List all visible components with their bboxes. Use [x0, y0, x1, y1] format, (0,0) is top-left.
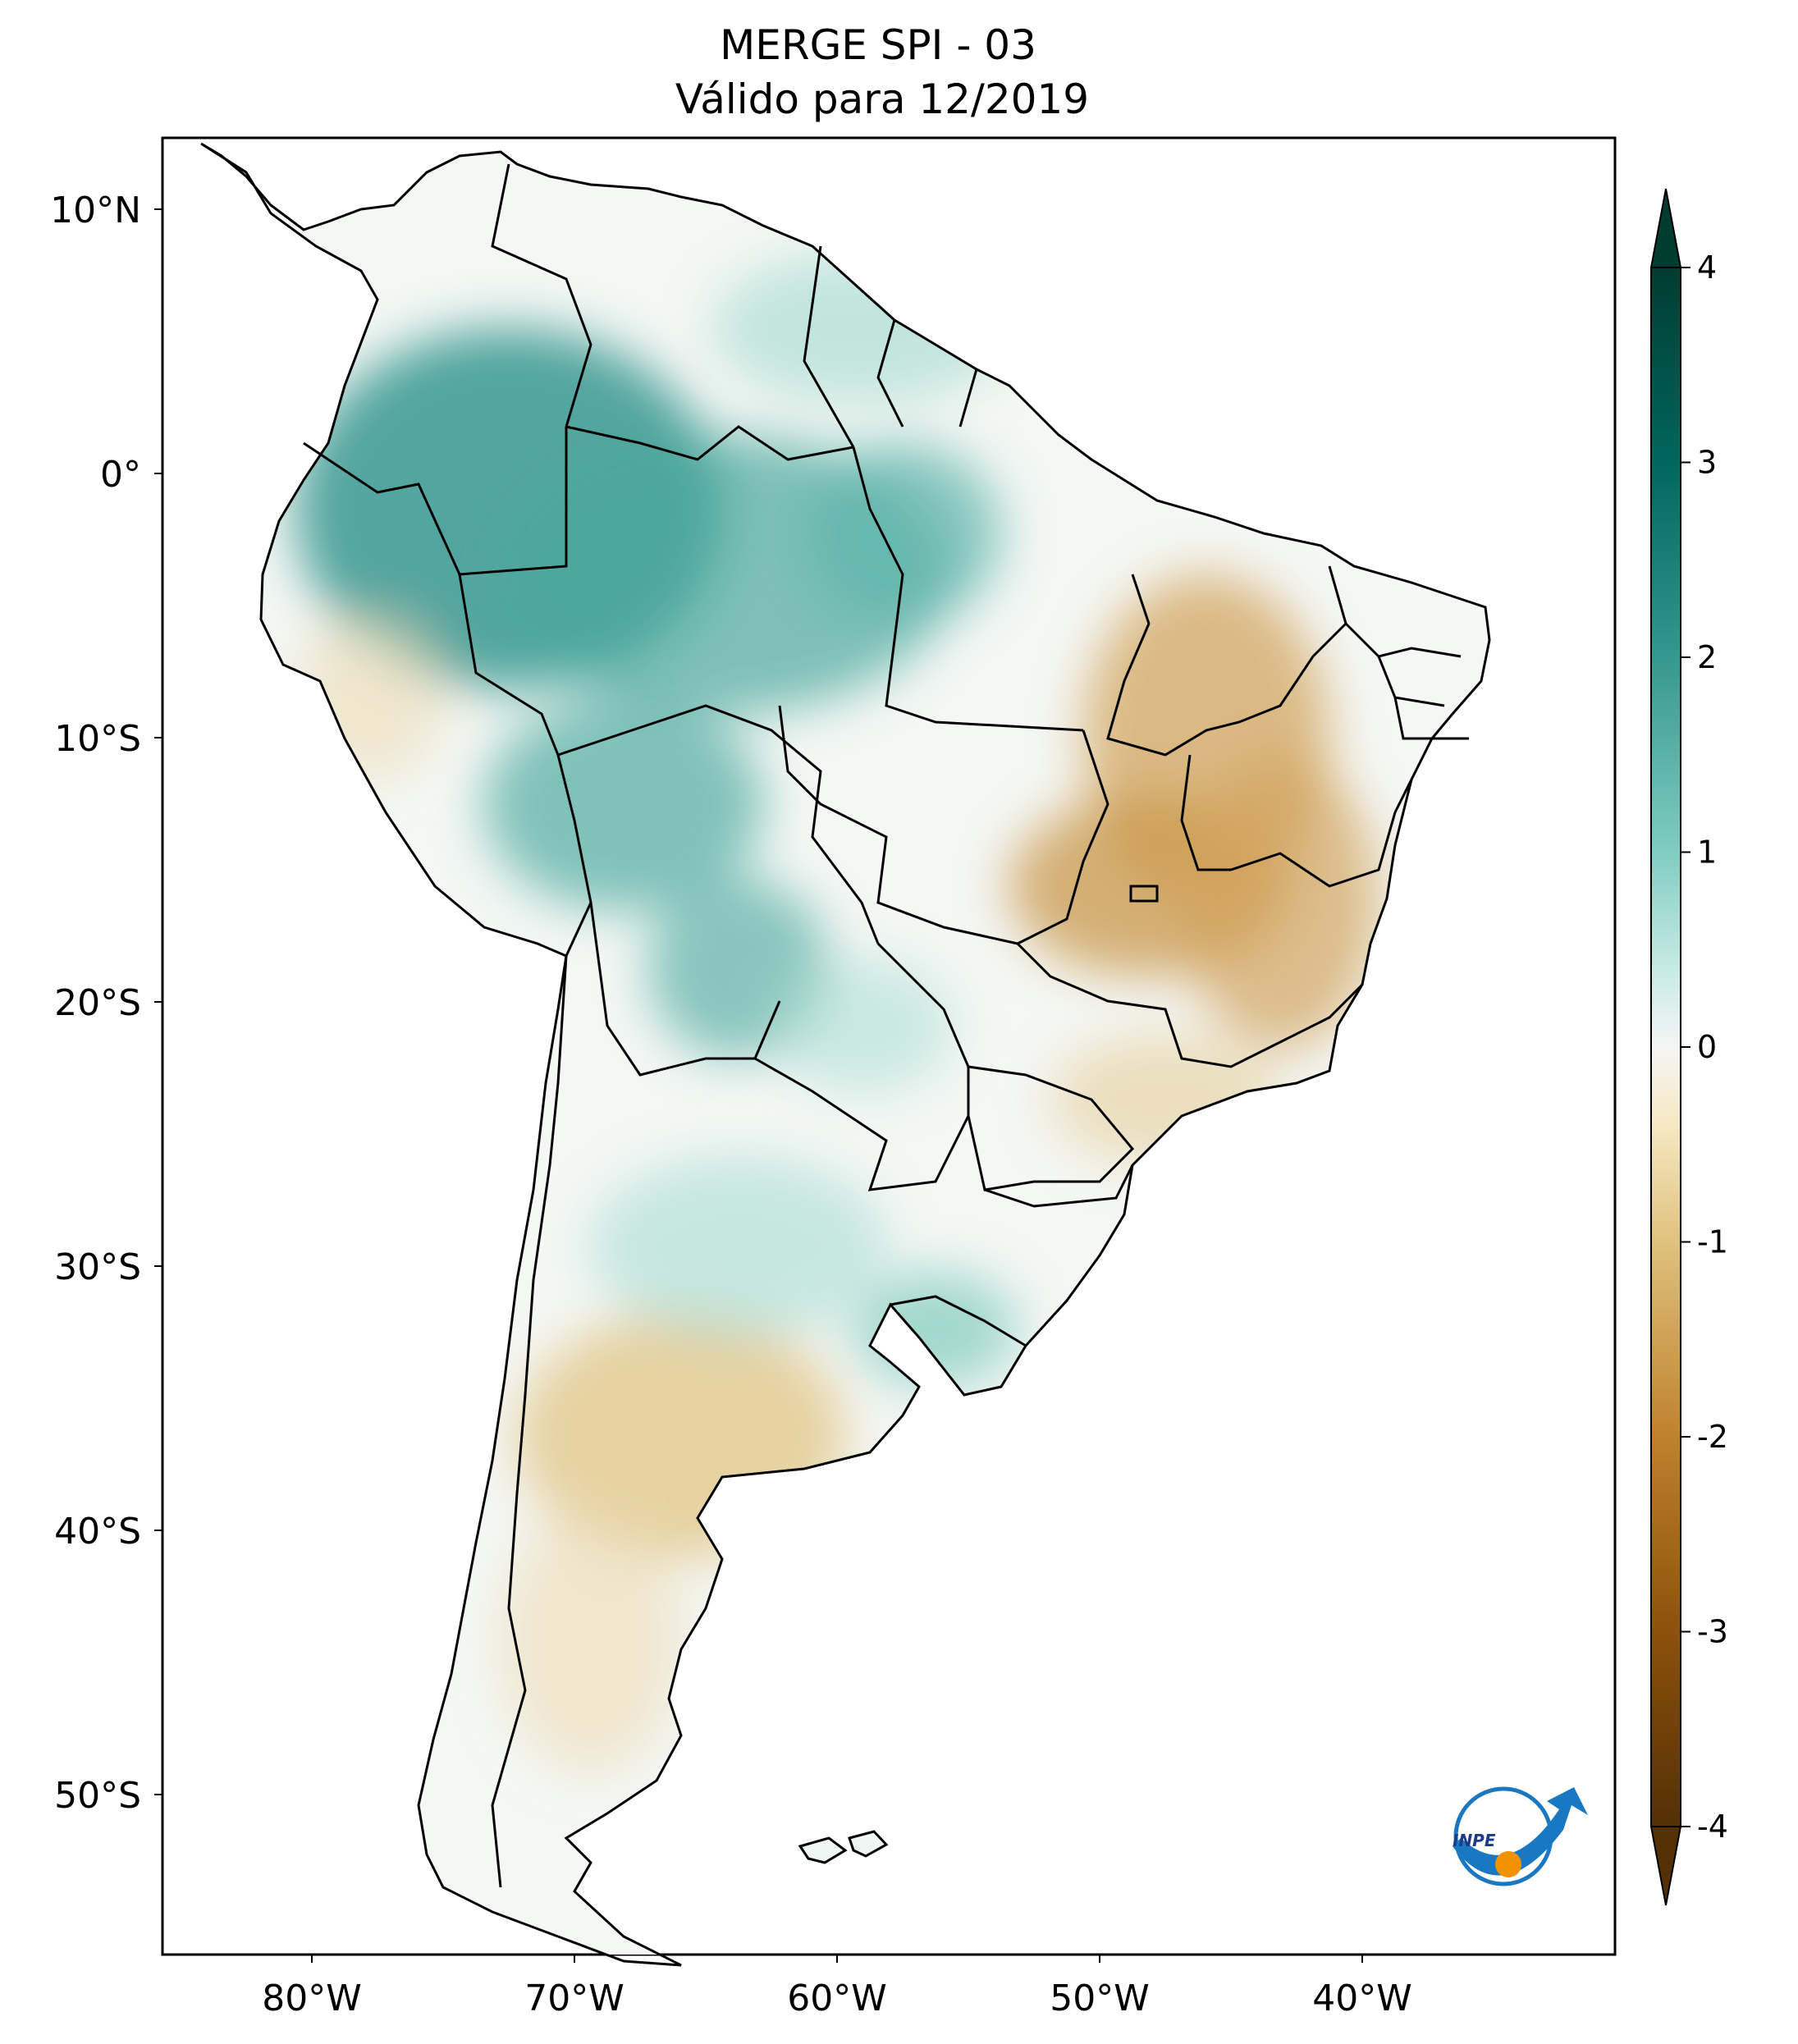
lat-tick-labels: 10°N 0° 10°S 20°S 30°S 40°S 50°S — [50, 190, 162, 1817]
lat-tick-label: 10°N — [50, 190, 141, 231]
inpe-logo-text: INPE — [1453, 1831, 1496, 1850]
lat-tick-label: 0° — [100, 454, 141, 496]
spi-blob-amazon-south-wet — [484, 697, 763, 911]
inpe-logo-dot — [1495, 1851, 1521, 1877]
colorbar-tick-label: 0 — [1697, 1029, 1717, 1065]
border-brazil-states-parana-sc — [984, 1164, 1134, 1208]
spi-blob-patagonia-dry — [501, 1510, 681, 1772]
border-brazil-states-ne-small — [1344, 622, 1469, 740]
border-guyanas — [803, 245, 978, 448]
spi-blob-bahia-dry — [1182, 755, 1379, 1050]
falkland-islands — [798, 1830, 889, 1864]
border-colombia-venezuela — [491, 163, 592, 428]
colorbar-tick-label: 1 — [1697, 835, 1717, 871]
lat-tick-label: 30°S — [54, 1246, 141, 1288]
inpe-logo-swoosh — [1453, 1787, 1588, 1876]
lat-tick-label: 10°S — [54, 718, 141, 760]
federal-district — [1129, 885, 1159, 903]
colorbar-tick-label: 2 — [1697, 639, 1717, 675]
colorbar-tick-label: -1 — [1697, 1224, 1728, 1260]
lon-tick-label: 50°W — [1050, 1978, 1150, 2019]
colorbar-tick-label: -2 — [1697, 1419, 1728, 1455]
lon-tick-labels: 80°W 70°W 60°W 50°W 40°W — [262, 1955, 1412, 2019]
border-bolivia-brazil — [656, 704, 880, 944]
lon-tick-label: 40°W — [1312, 1978, 1412, 2019]
colorbar-tick-label: -4 — [1697, 1809, 1728, 1845]
colorbar-tick-label: 3 — [1697, 445, 1717, 481]
spi-blob-argentina-north-wet — [591, 1157, 886, 1338]
colorbar-extend-min-triangle — [1649, 1826, 1682, 1906]
colorbar-tick-label: -3 — [1697, 1614, 1728, 1650]
lon-tick-label: 60°W — [787, 1978, 887, 2019]
colorbar-tick-labels: 4 3 2 1 0 -1 -2 -3 -4 — [1681, 249, 1728, 1845]
border-venezuela-brazil — [565, 425, 854, 461]
border-argentina-uruguay — [890, 1295, 1027, 1347]
border-brazil-states-bahia — [1180, 754, 1413, 888]
colorbar-body — [1650, 267, 1681, 1827]
border-colombia-peru — [303, 427, 568, 576]
border-brazil-states-minas — [1016, 942, 1364, 1068]
lat-tick-label: 20°S — [54, 982, 141, 1024]
border-brazil-states-south — [967, 1065, 1135, 1191]
border-brazil-states-northeast — [1106, 565, 1347, 757]
border-brazil-states-north — [852, 446, 1084, 732]
lon-tick-label: 70°W — [524, 1978, 624, 2019]
border-peru-bolivia — [556, 754, 592, 957]
map-title-line2: Válido para 12/2019 — [675, 75, 1089, 123]
spi-blob-amazon-east-wet — [804, 443, 1001, 624]
inpe-logo: INPE — [1453, 1786, 1588, 1886]
lat-tick-label: 40°S — [54, 1511, 141, 1552]
border-bolivia-south — [589, 902, 781, 1077]
colorbar: 4 3 2 1 0 -1 -2 -3 -4 — [1649, 188, 1728, 1906]
lat-tick-label: 50°S — [54, 1775, 141, 1817]
map-title-line1: MERGE SPI - 03 — [720, 21, 1036, 69]
colorbar-tick-label: 4 — [1697, 249, 1717, 286]
lon-tick-label: 80°W — [262, 1978, 362, 2019]
border-paraguay — [754, 942, 970, 1191]
border-brazil-states-central — [778, 705, 1109, 945]
border-chile-argentina — [491, 955, 568, 1888]
spi-blob-chaco-wet — [771, 960, 952, 1091]
colorbar-extend-max-triangle — [1649, 188, 1682, 268]
border-peru-brazil — [458, 574, 657, 757]
political-borders — [303, 163, 1469, 1888]
